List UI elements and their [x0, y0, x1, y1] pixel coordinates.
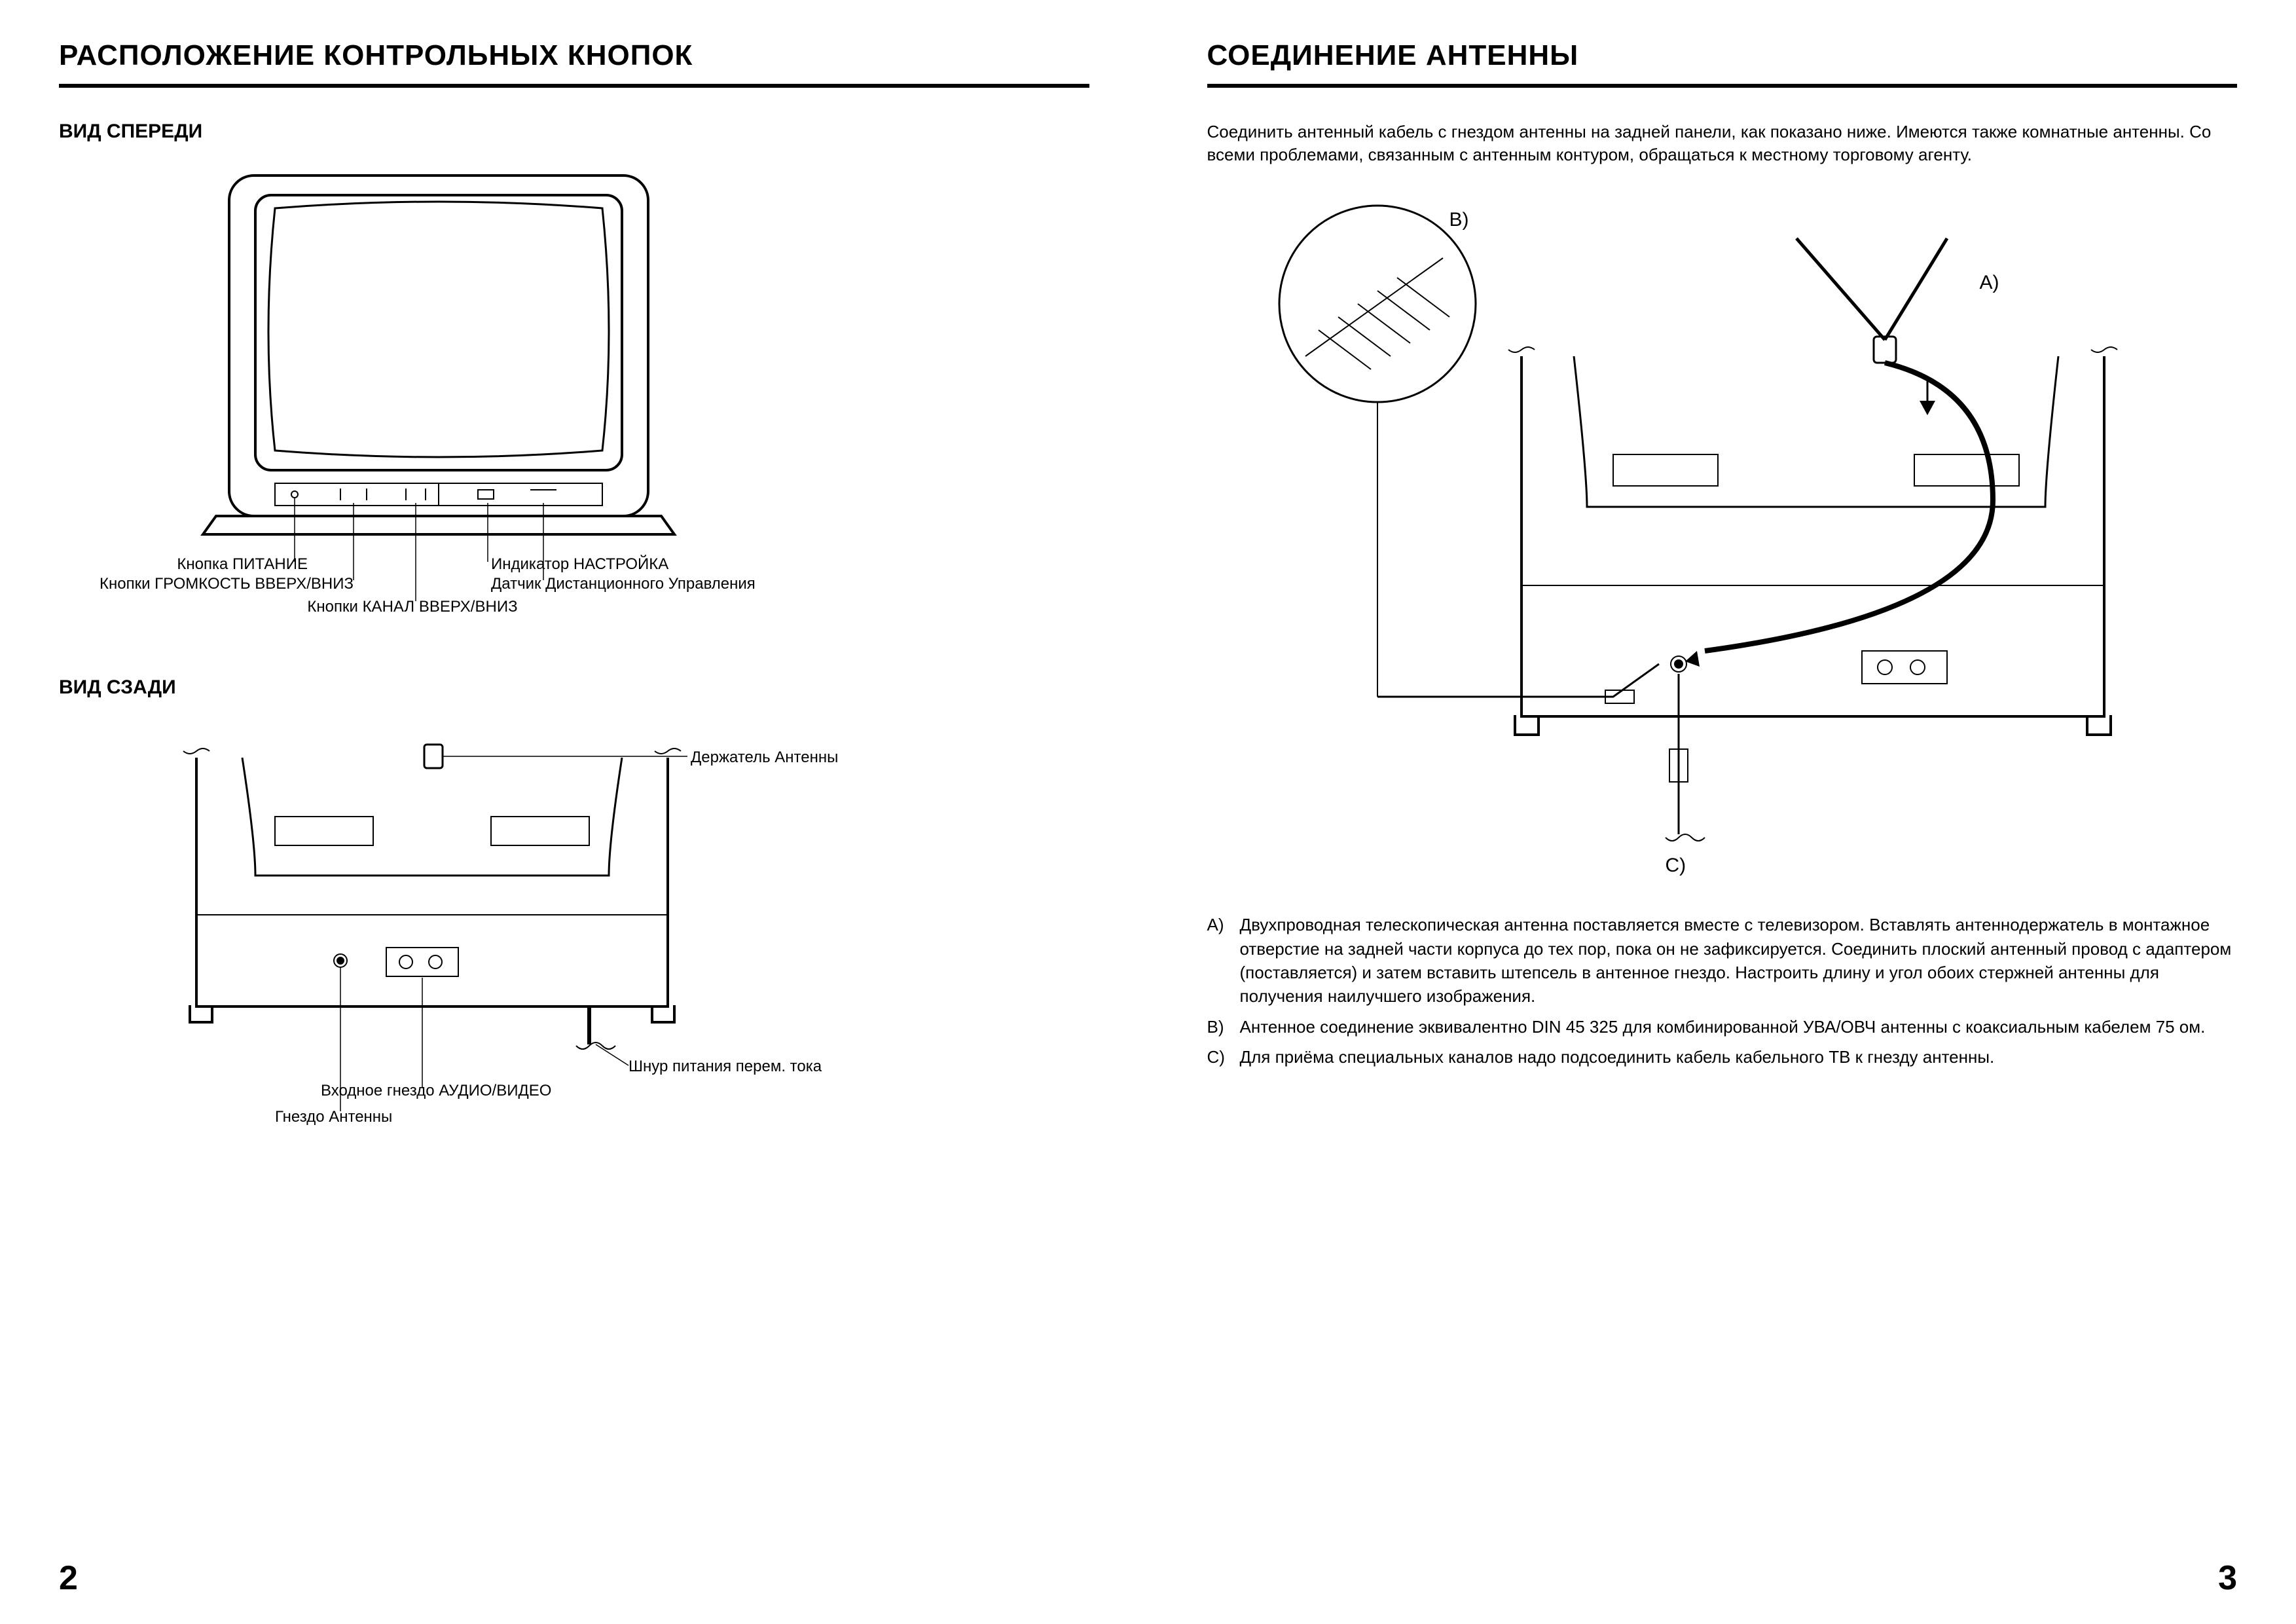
label-b: B)	[1449, 208, 1469, 232]
callout-tuning: Индикатор НАСТРОЙКА	[491, 555, 753, 574]
rule-left	[59, 84, 1089, 88]
page-left: РАСПОЛОЖЕНИЕ КОНТРОЛЬНЫХ КНОПОК ВИД СПЕР…	[0, 0, 1148, 1624]
list-tag-b: B)	[1207, 1015, 1240, 1039]
label-c: C)	[1666, 854, 1686, 877]
pagenum-right: 3	[2218, 1559, 2237, 1598]
intro: Соединить антенный кабель с гнездом анте…	[1207, 120, 2238, 166]
list-item: B) Антенное соединение эквивалентно DIN …	[1207, 1015, 2238, 1039]
list-tag-c: C)	[1207, 1045, 1240, 1069]
list-tag-a: A)	[1207, 913, 1240, 1008]
callout-power: Кнопка ПИТАНИЕ	[137, 555, 308, 574]
list-item: A) Двухпроводная телескопическая антенна…	[1207, 913, 2238, 1008]
diagram-antenna: B) A) C)	[1207, 193, 2238, 913]
callout-channel: Кнопки КАНАЛ ВВЕРХ/ВНИЗ	[210, 598, 615, 617]
label-a: A)	[1980, 271, 1999, 295]
title-left: РАСПОЛОЖЕНИЕ КОНТРОЛЬНЫХ КНОПОК	[59, 39, 1089, 72]
title-right: СОЕДИНЕНИЕ АНТЕННЫ	[1207, 39, 2238, 72]
callout-ant-holder: Держатель Антенны	[691, 748, 887, 767]
callout-remote: Датчик Дистанционного Управления	[491, 575, 858, 594]
pagenum-left: 2	[59, 1559, 78, 1598]
subhead-front: ВИД СПЕРЕДИ	[59, 120, 1089, 143]
list-text-a: Двухпроводная телескопическая антенна по…	[1240, 913, 2238, 1008]
callout-volume: Кнопки ГРОМКОСТЬ ВВЕРХ/ВНИЗ	[59, 575, 354, 594]
list-text-c: Для приёма специальных каналов надо подс…	[1240, 1045, 1995, 1069]
antenna-list: A) Двухпроводная телескопическая антенна…	[1207, 913, 2238, 1069]
diagram-rear: Держатель Антенны Шнур питания перем. то…	[59, 718, 1089, 1154]
list-item: C) Для приёма специальных каналов надо п…	[1207, 1045, 2238, 1069]
callout-ant-jack: Гнездо Антенны	[275, 1108, 471, 1127]
page-right: СОЕДИНЕНИЕ АНТЕННЫ Соединить антенный ка…	[1148, 0, 2296, 1624]
diagram-front: Кнопка ПИТАНИЕ Кнопки ГРОМКОСТЬ ВВЕРХ/ВН…	[59, 162, 1089, 637]
subhead-rear: ВИД СЗАДИ	[59, 676, 1089, 699]
callout-av-in: Входное гнездо АУДИО/ВИДЕО	[321, 1082, 648, 1101]
callout-ac-cord: Шнур питания перем. тока	[629, 1058, 890, 1077]
list-text-b: Антенное соединение эквивалентно DIN 45 …	[1240, 1015, 2206, 1039]
rule-right	[1207, 84, 2238, 88]
